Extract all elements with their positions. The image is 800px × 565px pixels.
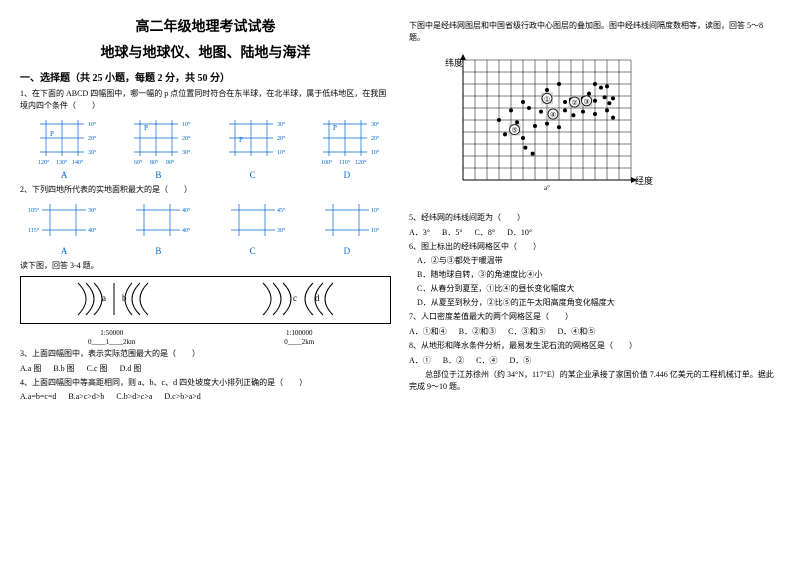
svg-text:P: P <box>333 124 337 132</box>
svg-text:10°: 10° <box>371 149 380 156</box>
grid-c: 30° 20° 10° P C <box>209 116 297 180</box>
q7-text: 7、人口密度差值最大的两个网格区是（ ） <box>409 311 780 323</box>
svg-text:经度: 经度 <box>635 175 653 186</box>
q34-intro: 读下图，回答 3-4 题。 <box>20 260 391 272</box>
svg-text:90°: 90° <box>166 159 175 166</box>
svg-text:105°: 105° <box>28 207 40 214</box>
svg-text:110°: 110° <box>339 159 351 166</box>
svg-text:③: ③ <box>583 98 589 106</box>
svg-text:120°: 120° <box>355 159 367 166</box>
svg-text:40°: 40° <box>182 227 191 234</box>
q5-options: A．3° B．5° C．8° D．10° <box>409 227 780 238</box>
svg-text:P: P <box>50 130 54 138</box>
col2-intro: 下图中是经纬网图层和中国省级行政中心图层的叠加图。图中经纬线间隔度数相等，读图，… <box>409 20 780 44</box>
svg-text:130°: 130° <box>56 159 68 166</box>
svg-text:80°: 80° <box>150 159 159 166</box>
exam-title-1: 高二年级地理考试试卷 <box>20 18 391 38</box>
q2-grids: 105° 115° 30° 40° A 40° 40° B 45° 30° C <box>20 200 391 256</box>
svg-text:P: P <box>144 124 148 132</box>
svg-text:20°: 20° <box>182 135 191 142</box>
q1-text: 1、在下面的 ABCD 四幅图中，哪一幅的 p 点位置同时符合在东半球，在北半球… <box>20 88 391 112</box>
svg-text:①: ① <box>544 95 550 103</box>
q8-text: 8、从地形和降水条件分析，最易发生泥石流的网格区是（ ） <box>409 340 780 352</box>
svg-text:20°: 20° <box>277 135 286 142</box>
right-column: 下图中是经纬网图层和中国省级行政中心图层的叠加图。图中经纬线间隔度数相等，读图，… <box>409 18 780 547</box>
svg-text:10°: 10° <box>371 207 380 214</box>
q4-text: 4、上面四幅图中等高距相同，则 a、b、c、d 四处坡度大小排列正确的是（ ） <box>20 377 391 389</box>
svg-text:②: ② <box>571 99 577 107</box>
q5-text: 5、经纬网的纬线间距为（ ） <box>409 212 780 224</box>
left-column: 高二年级地理考试试卷 地球与地球仪、地图、陆地与海洋 一、选择题（共 25 小题… <box>20 18 391 547</box>
q2-text: 2、下列四地所代表的实地面积最大的是（ ） <box>20 184 391 196</box>
q3-options: A.a 图 B.b 图 C.c 图 D.d 图 <box>20 363 391 374</box>
svg-text:b: b <box>122 293 127 303</box>
section-header: 一、选择题（共 25 小题，每题 2 分，共 50 分） <box>20 69 391 84</box>
svg-text:30°: 30° <box>182 149 191 156</box>
svg-text:纬度: 纬度 <box>445 57 463 68</box>
svg-text:30°: 30° <box>277 121 286 128</box>
scatter-svg: 纬度经度 ① ②③ ④ ⑤ a° <box>439 52 659 202</box>
q1-grids: 10° 20° 30° 120° 130° 140° P A 10° 20° 3… <box>20 116 391 180</box>
svg-text:a°: a° <box>544 184 550 192</box>
q4-options: A.a=b=c=d B.a>c>d>b C.b>d>c>a D.c>b>a>d <box>20 392 391 401</box>
q910-intro: 总部位于江苏徐州（约 34°N，117°E）的某企业承接了家国价值 7.446 … <box>409 369 780 393</box>
contour-diagrams: a b c d <box>20 276 391 324</box>
svg-text:140°: 140° <box>72 159 84 166</box>
svg-text:30°: 30° <box>88 149 97 156</box>
q6-text: 6、图上标出的经纬网格区中（ ） <box>409 241 780 253</box>
q7-options: A．①和④ B．②和③ C．③和⑤ D．④和⑤ <box>409 326 780 337</box>
svg-text:d: d <box>315 293 320 303</box>
svg-text:40°: 40° <box>88 227 97 234</box>
q8-options: A．① B．② C．④ D．⑤ <box>409 355 780 366</box>
grid-a-svg: 10° 20° 30° 120° 130° 140° P <box>28 116 100 168</box>
q3-text: 3、上面四幅图中，表示实际范围最大的是（ ） <box>20 348 391 360</box>
svg-text:c: c <box>293 293 297 303</box>
svg-text:40°: 40° <box>182 207 191 214</box>
svg-text:10°: 10° <box>371 227 380 234</box>
scatter-chart: 纬度经度 ① ②③ ④ ⑤ a° <box>439 52 780 204</box>
svg-text:20°: 20° <box>88 135 97 142</box>
svg-text:10°: 10° <box>277 149 286 156</box>
grid-b: 10° 20° 30° 60° 80° 90° P B <box>114 116 202 180</box>
svg-text:45°: 45° <box>277 207 286 214</box>
svg-text:10°: 10° <box>88 121 97 128</box>
svg-text:30°: 30° <box>277 227 286 234</box>
grid-d: 30° 20° 10° 100° 110° 120° P D <box>303 116 391 180</box>
svg-text:P: P <box>239 136 243 144</box>
svg-text:30°: 30° <box>371 121 380 128</box>
svg-text:120°: 120° <box>38 159 50 166</box>
svg-text:④: ④ <box>550 111 556 119</box>
svg-text:10°: 10° <box>182 121 191 128</box>
svg-text:a: a <box>102 293 106 303</box>
svg-text:115°: 115° <box>28 227 40 234</box>
svg-text:100°: 100° <box>321 159 333 166</box>
svg-text:20°: 20° <box>371 135 380 142</box>
svg-text:⑤: ⑤ <box>511 127 517 135</box>
svg-text:30°: 30° <box>88 207 97 214</box>
exam-title-2: 地球与地球仪、地图、陆地与海洋 <box>20 44 391 64</box>
svg-text:60°: 60° <box>134 159 143 166</box>
grid-a: 10° 20° 30° 120° 130° 140° P A <box>20 116 108 180</box>
